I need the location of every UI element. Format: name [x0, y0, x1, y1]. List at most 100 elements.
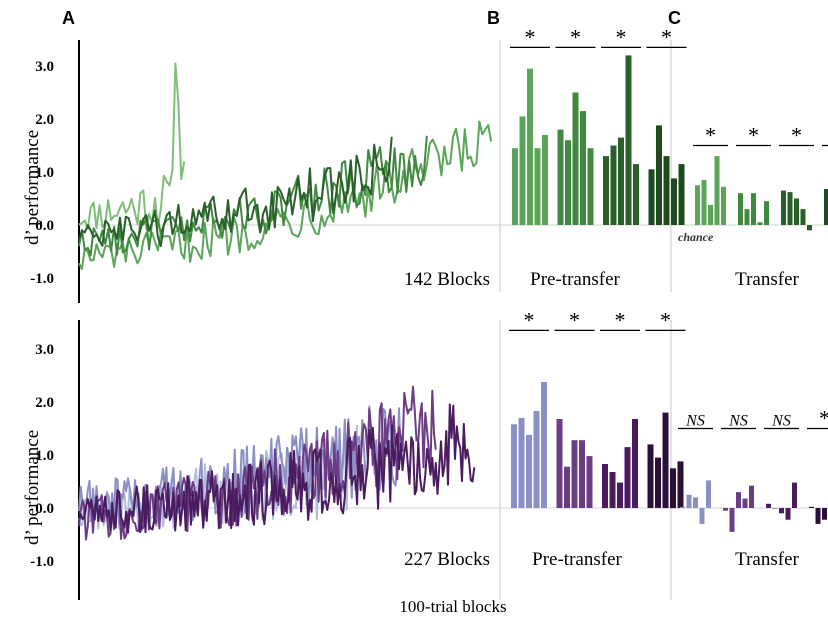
- bar-c-bottom-g1-b1: [729, 508, 735, 532]
- bar-c-bottom-g3-b1: [815, 508, 821, 524]
- bar-b-top-g1-b0: [557, 129, 564, 225]
- bar-b-bottom-g2-b1: [609, 472, 616, 508]
- bar-c-bottom-g2-b4: [792, 482, 797, 508]
- bar-c-top-g0-b0: [695, 185, 700, 226]
- y-tick-label-top-2: 1.0: [35, 165, 54, 181]
- sig-label-b-top-g2: *: [616, 24, 627, 49]
- bar-c-bottom-g0-b2: [693, 497, 698, 508]
- series-line-top-0: [78, 62, 186, 230]
- bar-c-bottom-g2-b2: [779, 508, 784, 514]
- bar-c-top-g1-b3: [757, 222, 763, 225]
- bars-transfer-top: ****: [693, 123, 828, 231]
- y-tick-label-bottom-1: 2.0: [35, 395, 54, 411]
- bar-c-bottom-g2-b1: [772, 508, 778, 509]
- bar-c-top-g1-b0: [738, 193, 743, 225]
- bar-c-bottom-g0-b3: [699, 508, 705, 524]
- bar-b-bottom-g0-b4: [541, 381, 547, 508]
- panel-letter-c: C: [668, 8, 681, 28]
- sig-label-c-top-g2: *: [791, 123, 802, 148]
- bar-c-top-g1-b4: [764, 201, 769, 226]
- y-tick-label-bottom-4: -1.0: [30, 554, 54, 570]
- bar-b-bottom-g2-b4: [632, 419, 638, 508]
- bar-b-top-g1-b3: [580, 111, 586, 225]
- y-tick-label-top-4: -1.0: [30, 271, 54, 287]
- bar-c-top-g2-b0: [781, 190, 786, 226]
- bar-c-bottom-g0-b1: [686, 494, 692, 509]
- series-line-top-2: [78, 135, 428, 257]
- y-tick-label-bottom-0: 3.0: [35, 342, 54, 358]
- bar-c-top-g0-b2: [708, 204, 713, 225]
- bar-c-bottom-g3-b0: [809, 506, 814, 508]
- block-count-top: 142 Blocks: [404, 269, 490, 290]
- y-tick-label-bottom-2: 1.0: [35, 448, 54, 464]
- sig-label-b-top-g0: *: [525, 24, 536, 49]
- pretransfer-label-top: Pre-transfer: [530, 269, 620, 290]
- line-series-top: [78, 62, 493, 270]
- panel-letter-a: A: [62, 8, 75, 28]
- bar-b-top-g1-b4: [587, 148, 594, 225]
- bars-transfer-bottom: NS NS NS *: [678, 406, 828, 532]
- bar-c-top-g0-b3: [714, 156, 720, 225]
- bar-b-top-g3-b0: [648, 169, 655, 225]
- bar-b-top-g1-b1: [565, 140, 571, 225]
- bar-b-bottom-g2-b2: [617, 482, 623, 508]
- bar-c-bottom-g1-b0: [723, 508, 728, 511]
- transfer-label-top: Transfer: [735, 269, 799, 290]
- bar-b-bottom-g1-b4: [586, 456, 593, 508]
- sig-label-b-bottom-g2: *: [615, 307, 626, 332]
- block-count-bottom: 227 Blocks: [404, 549, 490, 570]
- chance-label: chance: [678, 230, 714, 244]
- bar-b-bottom-g0-b1: [518, 417, 525, 508]
- bar-c-top-g2-b2: [794, 198, 799, 225]
- bar-b-top-g2-b4: [633, 164, 639, 225]
- bar-c-bottom-g0-b0: [680, 506, 685, 508]
- bar-c-top-g3-b0: [824, 189, 828, 225]
- bar-b-bottom-g1-b3: [579, 440, 585, 508]
- sig-label-b-bottom-g0: *: [524, 307, 535, 332]
- sig-label-c-top-g1: *: [748, 123, 759, 148]
- bar-b-top-g3-b2: [663, 156, 670, 225]
- sig-label-c-bottom-g3: *: [819, 406, 828, 431]
- sig-label-c-bottom-g2: NS: [771, 413, 791, 430]
- sig-label-c-bottom-g0: NS: [685, 413, 705, 430]
- sig-label-b-bottom-g3: *: [660, 307, 671, 332]
- bar-b-top-g0-b2: [527, 68, 533, 225]
- bar-c-top-g0-b4: [721, 186, 726, 225]
- bar-b-bottom-g1-b0: [556, 419, 563, 508]
- bar-b-bottom-g2-b3: [624, 447, 631, 508]
- bar-b-top-g0-b0: [512, 148, 518, 225]
- y-tick-label-top-0: 3.0: [35, 59, 54, 75]
- bar-b-top-g2-b1: [610, 145, 617, 225]
- bar-b-top-g2-b2: [618, 137, 624, 225]
- transfer-label-bottom: Transfer: [735, 549, 799, 570]
- bar-c-top-g1-b1: [744, 209, 750, 225]
- y-tick-label-bottom-3: 0.0: [35, 501, 54, 517]
- bar-c-bottom-g2-b3: [785, 508, 791, 520]
- bar-b-bottom-g1-b1: [564, 466, 570, 508]
- y-axis-title-top: d’ performance: [22, 130, 43, 245]
- bar-c-bottom-g2-b0: [766, 503, 771, 508]
- line-series-bottom: [78, 385, 476, 541]
- bar-c-top-g0-b1: [701, 179, 707, 225]
- sig-label-c-top-g0: *: [705, 123, 716, 148]
- bar-c-bottom-g0-b4: [706, 480, 711, 508]
- bar-b-top-g0-b3: [534, 148, 541, 225]
- bar-c-top-g2-b4: [807, 225, 812, 231]
- bar-b-bottom-g3-b4: [677, 461, 684, 508]
- bar-b-bottom-g2-b0: [602, 464, 608, 508]
- series-line-bottom-3: [78, 403, 476, 534]
- bar-b-bottom-g0-b0: [511, 424, 517, 508]
- sig-label-b-top-g3: *: [661, 24, 672, 49]
- bars-pretransfer-bottom: * * * *: [509, 307, 686, 509]
- bar-b-bottom-g1-b2: [571, 440, 578, 508]
- bar-b-top-g2-b3: [625, 55, 632, 226]
- bar-b-top-g2-b0: [603, 156, 609, 225]
- bar-c-top-g2-b1: [787, 192, 793, 225]
- bar-c-bottom-g1-b4: [749, 485, 754, 508]
- bar-b-bottom-g0-b3: [533, 411, 540, 508]
- bar-b-top-g3-b1: [656, 125, 662, 225]
- sig-label-b-bottom-g1: *: [569, 307, 580, 332]
- x-axis-title: 100-trial blocks: [399, 597, 506, 616]
